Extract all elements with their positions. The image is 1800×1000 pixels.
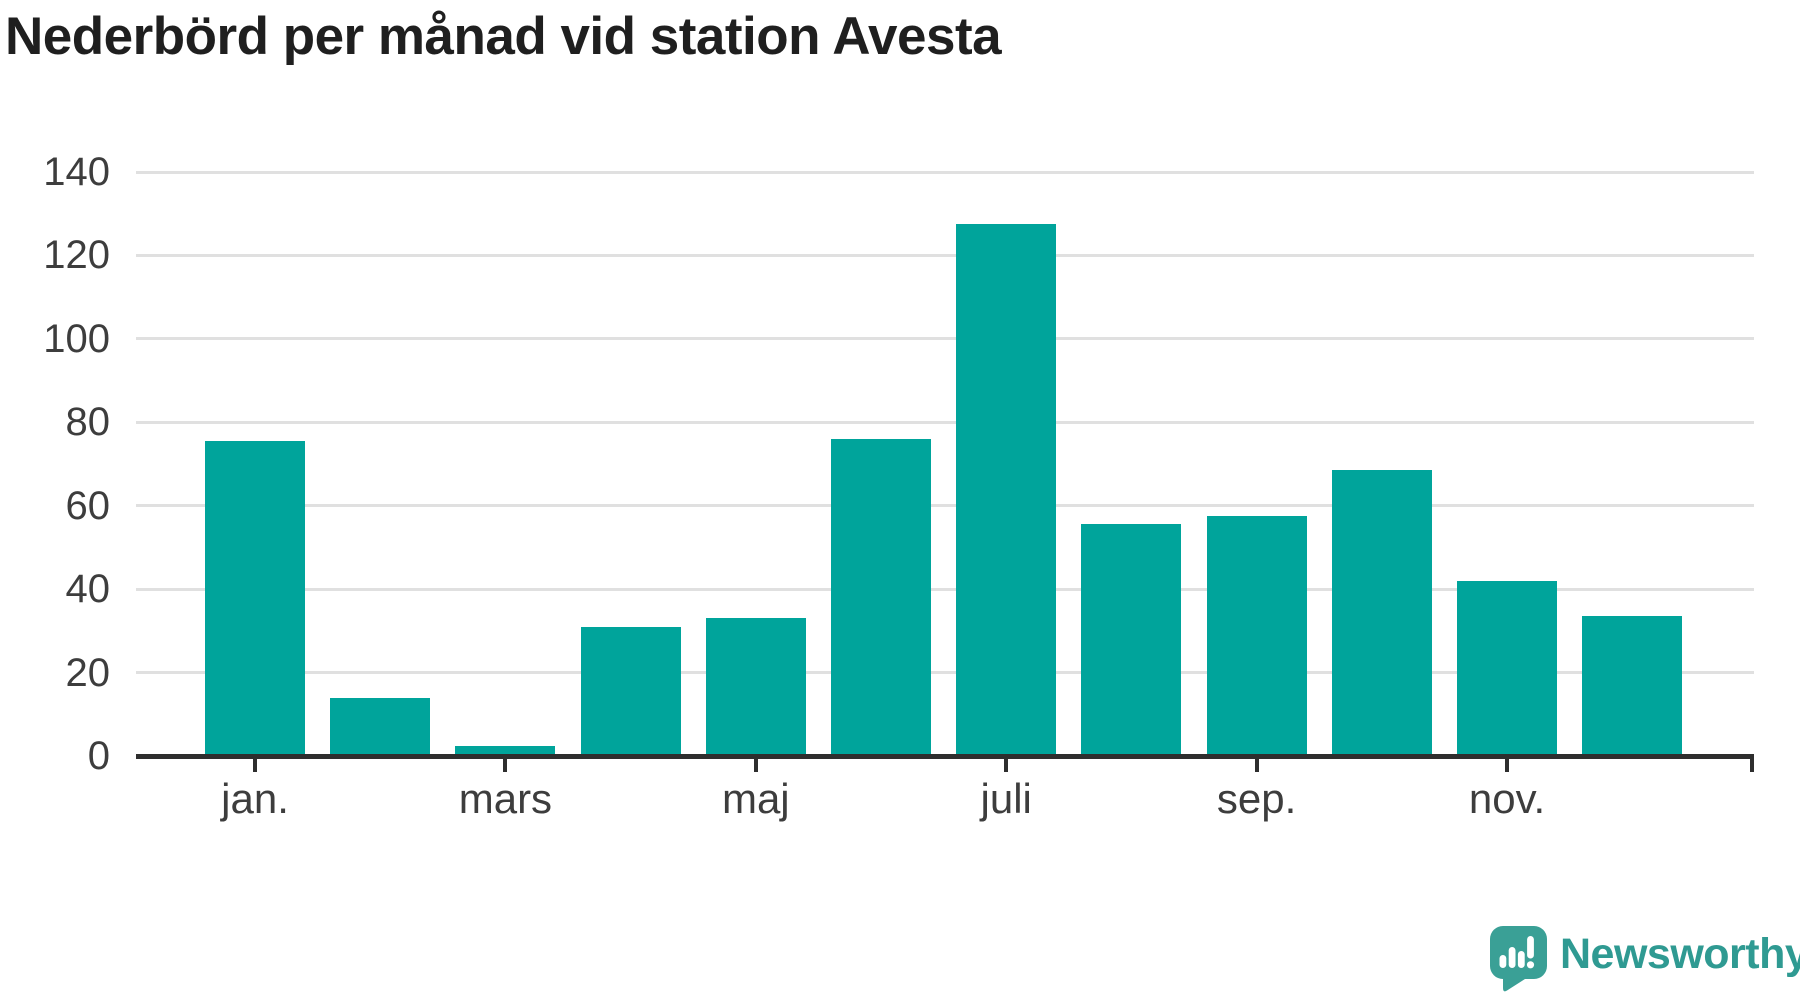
- bar-juni: [831, 438, 931, 756]
- x-axis-tick-label: jan.: [221, 775, 289, 822]
- y-axis-tick-label: 20: [65, 650, 111, 695]
- bar-mars: [455, 745, 556, 756]
- gridline-y-140: [136, 170, 1754, 174]
- bar-juli: [956, 224, 1057, 756]
- bar-okt: [1331, 470, 1432, 756]
- x-axis-tick-nov: [1505, 754, 1509, 772]
- y-axis-tick-label: 80: [65, 400, 111, 445]
- x-axis-tick-jan: [253, 754, 257, 772]
- bar-maj: [705, 618, 806, 756]
- y-axis-tick-label: 140: [43, 150, 110, 194]
- x-axis-tick-sep: [1254, 754, 1259, 772]
- bar-jan: [205, 441, 305, 756]
- x-axis-tick-maj: [753, 754, 758, 772]
- y-axis-tick-label: 100: [43, 316, 110, 361]
- gridline-y-20: [136, 671, 1754, 675]
- y-axis-tick-label: 120: [43, 233, 110, 278]
- x-axis-end-tick: [1750, 754, 1754, 772]
- x-axis-line: [136, 754, 1754, 759]
- x-axis-tick-label: sep.: [1216, 775, 1297, 822]
- newsworthy-logo-text: Newsworthy: [1560, 929, 1800, 978]
- y-axis-tick-label: 0: [87, 734, 110, 778]
- y-axis-tick-label: 40: [65, 567, 111, 612]
- bar-dec: [1582, 616, 1683, 756]
- bar-nov: [1457, 580, 1557, 756]
- bar-aug: [1081, 524, 1182, 756]
- gridline-y-40: [136, 587, 1754, 591]
- x-axis-tick-mars: [503, 754, 508, 772]
- y-axis-tick-label: 60: [65, 483, 111, 528]
- x-axis-tick-label: nov.: [1468, 775, 1546, 822]
- newsworthy-logo-icon: [1490, 926, 1547, 992]
- chart-title: Nederbörd per månad vid station Avesta: [5, 7, 1002, 66]
- gridline-y-80: [136, 420, 1754, 424]
- bar-feb: [330, 697, 431, 756]
- gridline-y-120: [136, 253, 1754, 257]
- bar-sep: [1206, 516, 1307, 756]
- gridline-y-60: [136, 504, 1754, 508]
- x-axis-tick-label: juli: [980, 775, 1032, 822]
- gridline-y-100: [136, 337, 1754, 341]
- newsworthy-logo[interactable]: Newsworthy: [1490, 926, 1800, 992]
- x-axis-tick-juli: [1004, 754, 1009, 772]
- x-axis-tick-label: mars: [458, 775, 553, 822]
- x-axis-tick-label: maj: [721, 775, 790, 822]
- bar-apr: [580, 626, 681, 756]
